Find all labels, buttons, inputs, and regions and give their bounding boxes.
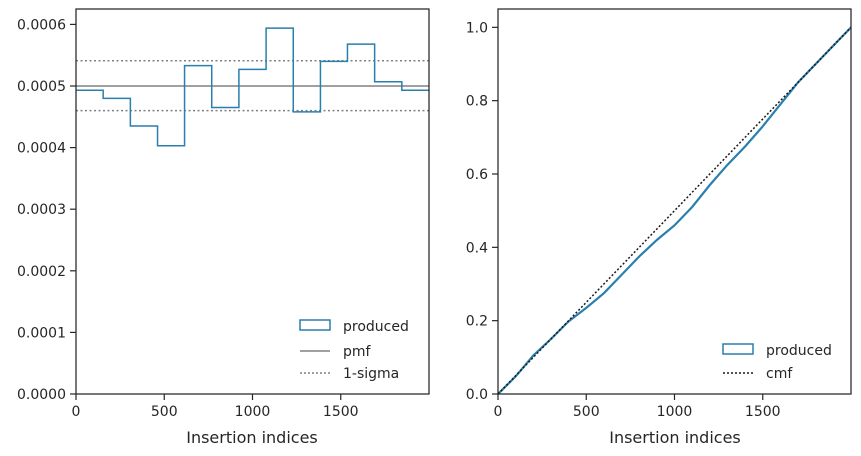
right-x-axis-title: Insertion indices <box>609 428 741 447</box>
right-y-tick-label: 1.0 <box>466 20 488 36</box>
right-y-tick-label: 0.2 <box>466 314 488 330</box>
left-x-axis-title: Insertion indices <box>186 428 318 447</box>
legend-pmf-label: pmf <box>343 344 372 360</box>
left-chart: 0 500 1000 1500 0.0000 0.0001 0.0002 0.0003 0.00… <box>17 8 430 447</box>
left-y-tick-label: 0.0001 <box>17 325 66 341</box>
left-legend: produced pmf 1-sigma <box>299 319 409 382</box>
legend-cmf-label: cmf <box>766 366 793 382</box>
left-plot-content <box>76 27 429 147</box>
left-y-tick-label: 0.0006 <box>17 17 66 33</box>
left-axes-frame <box>75 8 430 395</box>
produced-step-line <box>76 27 429 147</box>
left-y-tick-label: 0.0002 <box>17 264 66 280</box>
right-plot-content <box>497 26 852 395</box>
right-x-tick-label: 1500 <box>745 404 781 420</box>
right-axes-frame <box>497 8 852 395</box>
right-x-tick-label: 500 <box>573 404 600 420</box>
left-y-tick-label: 0.0003 <box>17 202 66 218</box>
legend-produced-swatch-right <box>722 343 754 355</box>
right-y-tick-label: 0.8 <box>466 94 488 110</box>
right-chart: 0 500 1000 1500 0.0 0.2 0.4 0.6 0.8 1.0 Insertion… <box>466 8 852 447</box>
right-y-tick-label: 0.4 <box>466 240 488 256</box>
left-ticks: 0 500 1000 1500 0.0000 0.0001 0.0002 0.0003 0.00… <box>17 17 359 420</box>
right-x-tick-label: 1000 <box>657 404 693 420</box>
left-x-tick-label: 1500 <box>323 404 359 420</box>
legend-produced-label: produced <box>343 319 409 335</box>
cmf-line <box>497 26 852 395</box>
right-legend: produced cmf <box>722 343 832 382</box>
left-x-tick-label: 0 <box>72 404 81 420</box>
legend-produced-swatch <box>299 319 331 331</box>
left-x-tick-label: 500 <box>151 404 178 420</box>
right-y-tick-label: 0.0 <box>466 387 488 403</box>
left-y-tick-label: 0.0004 <box>17 141 66 157</box>
left-x-tick-label: 1000 <box>235 404 271 420</box>
right-x-tick-label: 0 <box>494 404 503 420</box>
right-y-tick-label: 0.6 <box>466 167 488 183</box>
legend-produced-label-right: produced <box>766 343 832 359</box>
right-ticks: 0 500 1000 1500 0.0 0.2 0.4 0.6 0.8 1.0 <box>466 20 781 420</box>
left-y-tick-label: 0.0005 <box>17 79 66 95</box>
legend-sigma-label: 1-sigma <box>343 366 399 382</box>
left-y-tick-label: 0.0000 <box>17 387 66 403</box>
